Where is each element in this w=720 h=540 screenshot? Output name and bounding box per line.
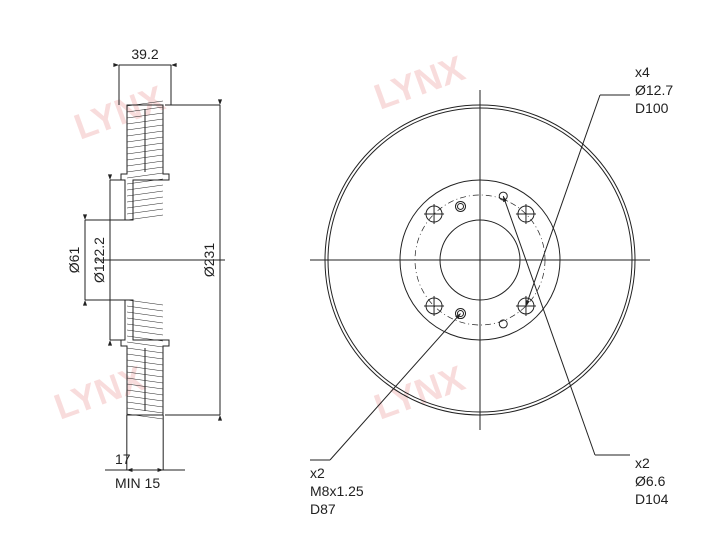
watermark: LYNX — [369, 357, 470, 427]
watermark-group: LYNX LYNX LYNX LYNX — [49, 47, 470, 427]
dim-d231: Ø231 — [201, 243, 217, 277]
thread-pcd: D87 — [310, 501, 336, 517]
thread-count: x2 — [310, 465, 325, 481]
dim-d122: Ø122.2 — [91, 237, 107, 283]
pin-pcd: D104 — [635, 491, 669, 507]
pin-dia: Ø6.6 — [635, 473, 666, 489]
thread-spec: M8x1.25 — [310, 483, 364, 499]
dim-d61: Ø61 — [66, 247, 82, 274]
pin-count: x2 — [635, 455, 650, 471]
bolt-count: x4 — [635, 64, 650, 80]
bolt-pcd: D100 — [635, 100, 669, 116]
dim-thickness-center: 17 — [115, 451, 131, 467]
bolt-dia: Ø12.7 — [635, 82, 673, 98]
watermark: LYNX — [49, 357, 150, 427]
dim-thickness-top: 39.2 — [131, 46, 158, 62]
front-view — [310, 90, 650, 430]
dim-thickness-min: MIN 15 — [115, 475, 160, 491]
